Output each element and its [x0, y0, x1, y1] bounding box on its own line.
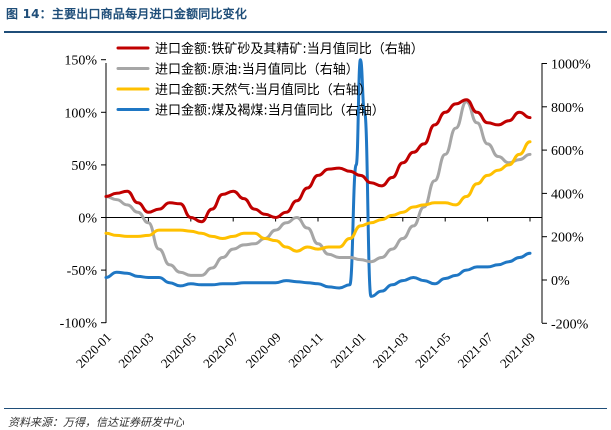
x-tick-label: 2020-01: [73, 330, 114, 371]
right-tick-label: 1000%: [551, 58, 591, 73]
x-tick-label: 2020-09: [242, 330, 283, 371]
left-tick-label: 100%: [64, 106, 97, 121]
left-tick-label: 150%: [64, 54, 97, 69]
x-tick-label: 2021-01: [327, 330, 368, 371]
left-tick-label: 0%: [78, 212, 97, 227]
right-tick-label: 400%: [551, 187, 584, 202]
series-line-natural-gas: [104, 140, 532, 253]
x-tick-label: 2021-09: [497, 330, 538, 371]
x-tick-label: 2021-07: [454, 329, 496, 371]
left-tick-label: -100%: [60, 317, 98, 332]
right-tick-label: 0%: [551, 274, 570, 289]
series-lines-group: [104, 58, 532, 298]
left-tick-label: -50%: [67, 264, 98, 279]
top-rule: [4, 31, 607, 33]
x-tick-label: 2021-05: [412, 330, 453, 371]
series-line-crude-oil: [104, 100, 532, 277]
x-tick-label: 2020-05: [158, 330, 199, 371]
legend-label: 进口金额:煤及褐煤:当月值同比（右轴）: [155, 103, 385, 119]
right-tick-label: 200%: [551, 231, 584, 246]
legend-label: 进口金额:原油:当月值同比（右轴）: [155, 62, 359, 78]
bottom-rule: [4, 408, 607, 409]
legend: 进口金额:铁矿砂及其精矿:当月值同比（右轴） 进口金额:原油:当月值同比（右轴） 进…: [116, 41, 424, 119]
figure-title: 图 14：主要出口商品每月进口金额同比变化: [6, 7, 248, 21]
x-tick-label: 2020-07: [200, 329, 242, 371]
right-tick-label: -200%: [551, 317, 589, 332]
left-tick-label: 50%: [71, 159, 97, 174]
right-tick-label: 600%: [551, 144, 584, 159]
x-tick-label: 2020-11: [285, 330, 326, 371]
series-line-iron-ore: [104, 98, 532, 224]
right-tick-label: 800%: [551, 101, 584, 116]
legend-label: 进口金额:天然气:当月值同比（右轴）: [155, 82, 372, 98]
x-tick-label: 2020-03: [115, 330, 156, 371]
series-line-coal: [104, 58, 532, 298]
x-tick-label: 2021-03: [370, 330, 411, 371]
legend-label: 进口金额:铁矿砂及其精矿:当月值同比（右轴）: [155, 41, 424, 57]
source-note: 资料来源：万得，信达证券研发中心: [8, 416, 184, 429]
